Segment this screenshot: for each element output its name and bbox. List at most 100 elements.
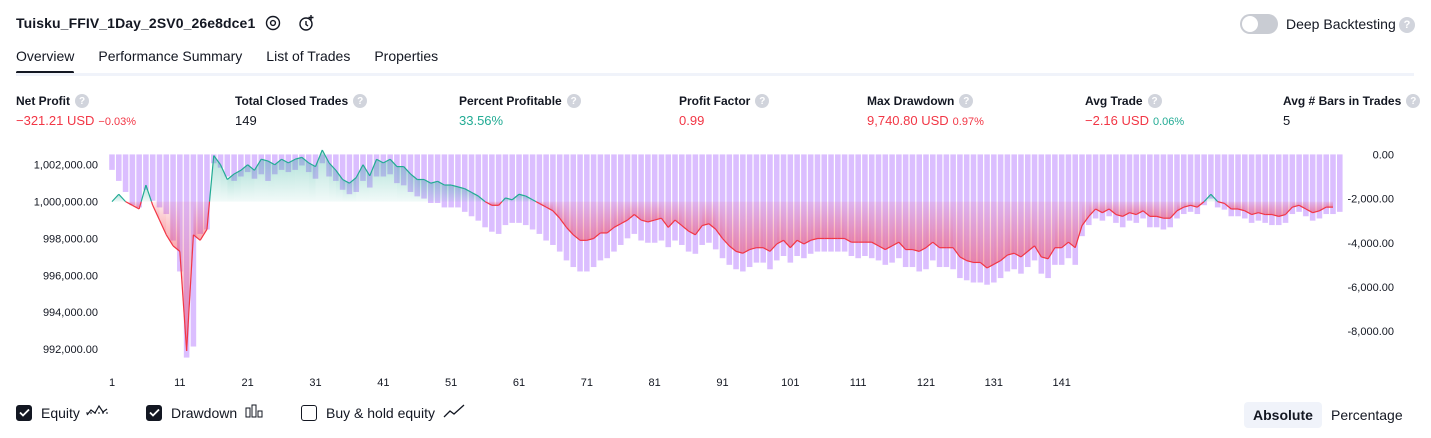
equity-line-segment — [640, 219, 649, 223]
tab-list-of-trades[interactable]: List of Trades — [266, 48, 351, 64]
drawdown-bar — [414, 154, 421, 197]
info-icon[interactable]: ? — [1147, 94, 1162, 108]
x-tick-label: 41 — [377, 377, 389, 389]
drawdown-bar — [679, 154, 685, 245]
drawdown-bar — [475, 154, 482, 221]
equity-area-segment — [159, 201, 167, 235]
percentage-button[interactable]: Percentage — [1331, 407, 1403, 423]
equity-line-segment — [261, 158, 269, 162]
help-icon[interactable]: ? — [1399, 17, 1415, 33]
buy-hold-checkbox[interactable] — [301, 404, 317, 421]
equity-area-segment — [1129, 201, 1137, 215]
equity-line-segment — [674, 219, 683, 227]
equity-line-segment — [423, 178, 432, 184]
equity-area-segment — [1014, 201, 1021, 257]
drawdown-bar — [197, 154, 203, 234]
equity-area-segment — [1183, 201, 1191, 208]
drawdown-bar — [1228, 154, 1235, 217]
equity-area-segment — [742, 201, 750, 254]
equity-line-segment — [1000, 254, 1008, 262]
x-tick-label: 91 — [716, 377, 728, 389]
toggle-knob — [1242, 16, 1258, 32]
metric-value: 33.56% — [459, 113, 504, 128]
equity-line-segment — [532, 199, 537, 203]
equity-area-segment — [790, 201, 798, 248]
equity-area-segment — [166, 201, 174, 246]
drawdown-bar — [143, 154, 149, 190]
drawdown-bar — [1119, 154, 1126, 228]
absolute-button[interactable]: Absolute — [1244, 402, 1322, 428]
tab-properties[interactable]: Properties — [374, 48, 439, 64]
x-tick-label: 101 — [781, 377, 799, 389]
metric-label: Avg # Bars in Trades — [1283, 94, 1402, 108]
equity-line-segment — [193, 234, 201, 241]
equity-line-segment — [708, 223, 717, 230]
y-right-tick-label: -4,000.00 — [1348, 238, 1394, 250]
add-alert-icon[interactable] — [297, 13, 317, 33]
metric-profit-factor: Profit Factor? 0.99 — [679, 94, 770, 128]
drawdown-bar — [1255, 154, 1262, 221]
equity-area-segment — [200, 201, 207, 241]
drawdown-bar — [1160, 154, 1167, 230]
equity-area-segment — [1088, 201, 1096, 217]
tab-performance-summary[interactable]: Performance Summary — [98, 48, 243, 64]
legend-equity[interactable]: Equity — [16, 404, 108, 421]
equity-line-segment — [199, 228, 208, 241]
equity-line-segment — [1081, 216, 1090, 226]
equity-line-segment — [593, 232, 601, 239]
equity-line-segment — [1190, 204, 1198, 208]
equity-line-segment — [586, 237, 594, 241]
metric-value: 0.99 — [679, 113, 705, 128]
equity-area-segment — [675, 201, 682, 226]
equity-line-segment — [966, 260, 974, 264]
equity-line-segment — [158, 219, 167, 236]
x-tick-label: 11 — [174, 377, 185, 389]
x-tick-label: 51 — [445, 377, 457, 389]
equity-line-segment — [342, 178, 350, 184]
deep-backtesting-toggle[interactable] — [1240, 14, 1278, 34]
info-icon[interactable]: ? — [566, 94, 581, 108]
legend-buy-hold[interactable]: Buy & hold equity — [301, 404, 465, 421]
equity-area-segment — [898, 201, 906, 250]
equity-area-segment — [1265, 201, 1272, 215]
metric-label: Avg Trade — [1085, 94, 1143, 108]
equity-line-segment — [769, 243, 778, 252]
drawdown-bar — [1330, 154, 1336, 215]
equity-area-segment — [837, 201, 845, 239]
info-icon[interactable]: ? — [959, 94, 974, 108]
equity-line-segment — [430, 180, 438, 184]
legend-drawdown[interactable]: Drawdown — [146, 404, 263, 421]
info-icon[interactable]: ? — [75, 94, 89, 108]
drawdown-bar — [346, 154, 353, 195]
drawdown-bar — [1187, 154, 1194, 212]
equity-line-segment — [1196, 201, 1205, 208]
equity-line-segment — [878, 245, 886, 251]
equity-area-segment — [559, 201, 567, 228]
equity-line-segment — [715, 228, 723, 239]
equity-area-segment — [797, 201, 804, 245]
equity-checkbox[interactable] — [16, 404, 32, 421]
equity-line-segment — [694, 225, 703, 236]
equity-area-segment — [1238, 201, 1245, 211]
equity-area-segment — [715, 201, 723, 239]
drawdown-bar — [631, 154, 638, 234]
equity-line-segment — [789, 239, 798, 249]
equity-area-segment — [905, 201, 913, 250]
info-icon[interactable]: ? — [755, 94, 770, 108]
info-icon[interactable]: ? — [353, 94, 368, 108]
tab-overview[interactable]: Overview — [16, 48, 75, 74]
equity-area-segment — [193, 201, 201, 241]
equity-area-segment — [580, 201, 587, 241]
equity-line-icon — [85, 404, 108, 421]
drawdown-checkbox[interactable] — [146, 404, 162, 421]
equity-line-segment — [1210, 193, 1219, 203]
equity-drawdown-chart[interactable]: 1,002,000.00 1,000,000.00 998,000.00 996,00… — [0, 140, 1431, 398]
drawdown-bar — [658, 154, 665, 241]
drawdown-bar — [366, 154, 373, 188]
settings-icon[interactable] — [263, 13, 283, 33]
equity-area-segment — [329, 162, 336, 202]
equity-area-segment — [987, 201, 994, 268]
equity-line-segment — [898, 241, 907, 250]
info-icon[interactable]: ? — [1406, 94, 1421, 108]
drawdown-bar — [122, 154, 129, 192]
